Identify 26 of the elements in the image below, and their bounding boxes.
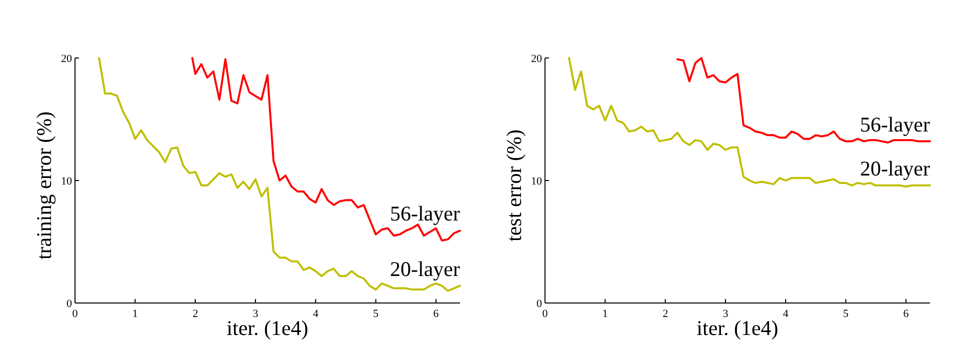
x-tick-label: 4 <box>782 308 789 320</box>
y-tick-label: 10 <box>61 176 72 188</box>
x-tick-label: 1 <box>602 308 608 320</box>
y-axis-title: training error (%) <box>32 111 56 260</box>
y-axis-title: test error (%) <box>502 130 526 242</box>
y-tick-label: 0 <box>536 298 542 310</box>
x-tick-label: 6 <box>433 308 440 320</box>
series-label: 56-layer <box>860 112 930 136</box>
x-tick-label: 1 <box>132 308 138 320</box>
series-label: 20-layer <box>390 256 460 281</box>
y-tick-label: 10 <box>531 176 542 188</box>
line-series <box>676 57 931 144</box>
line-series <box>568 57 931 188</box>
x-tick-label: 5 <box>373 308 380 320</box>
x-tick-label: 5 <box>843 308 850 320</box>
x-tick-label: 6 <box>903 308 910 320</box>
line-series <box>98 57 461 292</box>
x-tick-label: 2 <box>192 308 198 320</box>
x-tick-label: 2 <box>662 308 668 320</box>
series-label: 56-layer <box>390 202 460 226</box>
y-tick-label: 20 <box>531 53 542 65</box>
x-tick-label: 4 <box>312 308 319 320</box>
series-label: 20-layer <box>860 156 930 180</box>
line-series <box>191 57 461 242</box>
y-tick-label: 0 <box>66 298 72 310</box>
y-tick-label: 20 <box>61 53 72 65</box>
